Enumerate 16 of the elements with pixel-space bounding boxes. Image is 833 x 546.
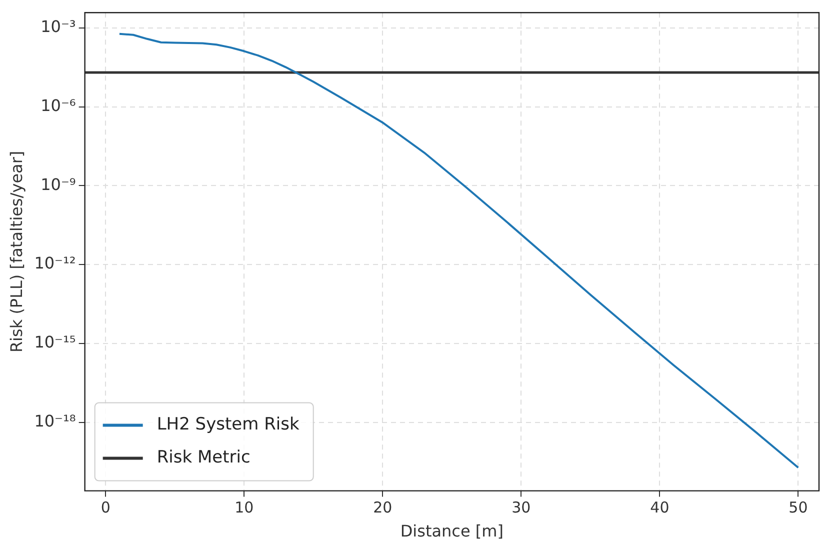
y-tick-label: 10⁻⁶	[40, 96, 76, 115]
legend-label: LH2 System Risk	[156, 414, 300, 435]
x-tick-label: 0	[100, 498, 110, 517]
x-tick-label: 20	[373, 498, 392, 517]
y-tick-label: 10⁻⁹	[40, 174, 76, 194]
y-tick-label: 10⁻¹⁸	[34, 412, 76, 431]
y-axis-title: Risk (PLL) [fatalties/year]	[6, 150, 26, 353]
y-tick-label: 10⁻¹²	[34, 254, 76, 273]
x-tick-label: 50	[788, 498, 808, 517]
x-tick-label: 30	[512, 498, 531, 517]
x-axis-title: Distance [m]	[400, 522, 504, 541]
legend-label: Risk Metric	[156, 448, 250, 468]
y-tick-label: 10⁻³	[40, 17, 76, 36]
x-tick-label: 40	[650, 498, 670, 517]
y-tick-label: 10⁻¹⁵	[34, 332, 76, 352]
x-tick-label: 10	[234, 498, 254, 517]
